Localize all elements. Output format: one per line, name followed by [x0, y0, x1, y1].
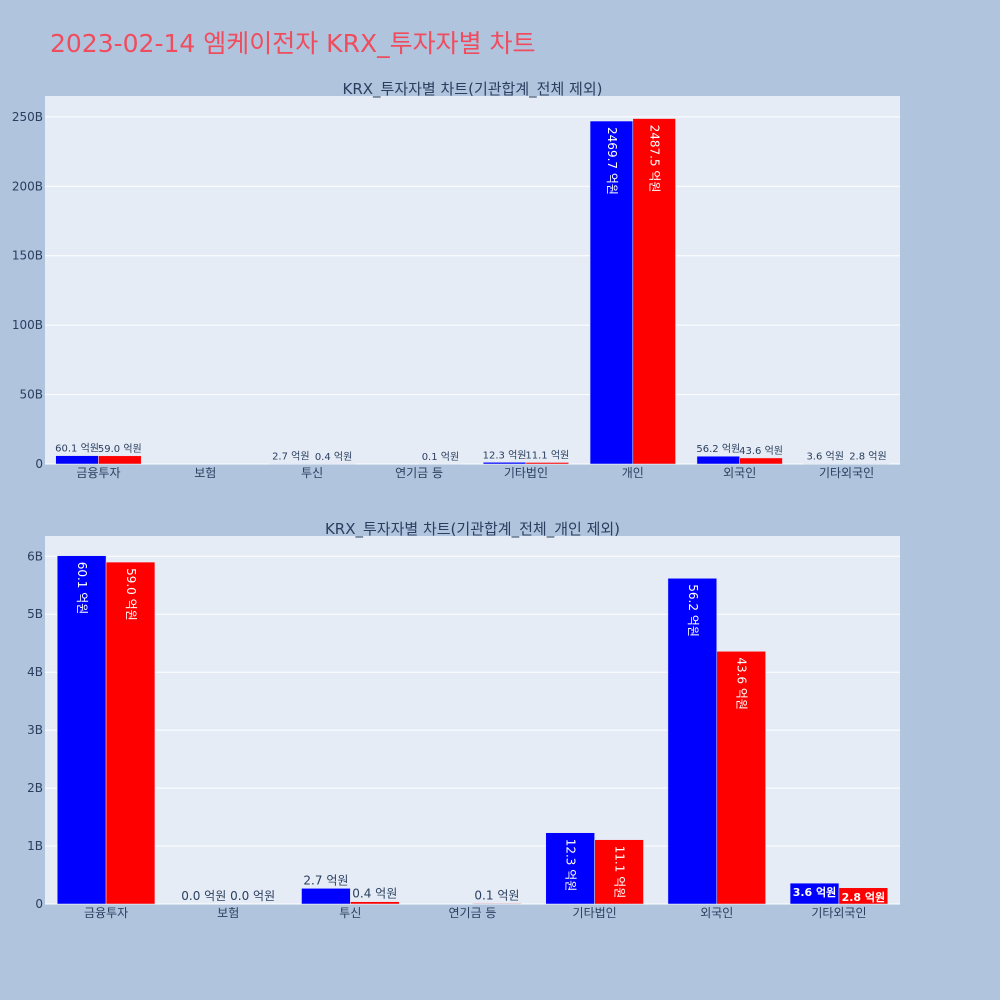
data-label: 43.6 억원: [739, 445, 783, 457]
data-label: 0.1 억원: [474, 888, 519, 902]
data-label: 59.0 억원: [124, 568, 138, 621]
x-tick-label: 연기금 등: [395, 466, 443, 480]
data-label: 56.2 억원: [696, 443, 740, 455]
data-label: 12.3 억원: [483, 449, 527, 461]
bar: [350, 901, 400, 905]
x-tick-label: 투신: [339, 906, 361, 920]
chart-title: KRX_투자자별 차트(기관합계_전체 제외): [343, 80, 603, 99]
y-tick-label: 50B: [19, 388, 43, 402]
x-tick-label: 금융투자: [84, 906, 128, 920]
x-tick-label: 보험: [217, 906, 239, 920]
y-tick-label: 100B: [12, 318, 43, 332]
x-tick-label: 외국인: [700, 906, 733, 920]
bar: [105, 561, 156, 905]
y-tick-label: 150B: [12, 249, 43, 263]
data-label: 59.0 억원: [98, 443, 142, 455]
bar: [301, 888, 351, 905]
y-tick-label: 6B: [27, 549, 43, 563]
bar: [525, 462, 569, 465]
x-tick-label: 기타외국인: [811, 906, 866, 920]
bar: [696, 455, 740, 465]
data-label: 2.8 억원: [842, 890, 886, 904]
y-tick-label: 5B: [27, 607, 43, 621]
plot-background: [45, 536, 900, 904]
data-label: 2.7 억원: [272, 451, 309, 463]
y-tick-label: 0: [35, 897, 43, 911]
bar: [98, 455, 142, 465]
y-tick-label: 0: [35, 457, 43, 471]
data-label: 11.1 억원: [613, 846, 627, 899]
data-label: 11.1 억원: [525, 449, 569, 461]
x-tick-label: 개인: [622, 466, 644, 480]
chart-title: KRX_투자자별 차트(기관합계_전체_개인 제외): [325, 520, 620, 539]
y-tick-label: 4B: [27, 665, 43, 679]
data-label: 0.0 억원: [181, 889, 226, 903]
x-tick-label: 기타법인: [573, 906, 617, 920]
x-tick-label: 기타외국인: [819, 466, 874, 480]
data-label: 0.0 억원: [230, 889, 275, 903]
data-label: 2.8 억원: [849, 451, 886, 463]
bar: [739, 457, 783, 465]
data-label: 60.1 억원: [75, 562, 89, 615]
data-label: 3.6 억원: [806, 451, 843, 463]
chart-panel-1: 0 50B 100B 150B 200B 250B KRX_투자자별 차트(기관합계_전체 …: [12, 80, 900, 480]
x-tick-label: 외국인: [723, 466, 756, 480]
x-tick-label: 투신: [301, 466, 323, 480]
data-label: 60.1 억원: [55, 443, 99, 455]
x-tick-label: 보험: [194, 466, 216, 480]
data-label: 43.6 억원: [735, 657, 749, 710]
y-tick-label: 3B: [27, 723, 43, 737]
data-label: 56.2 억원: [686, 584, 700, 637]
data-label: 2.7 억원: [303, 873, 348, 887]
bar: [667, 578, 718, 905]
y-tick-label: 1B: [27, 839, 43, 853]
data-label: 0.4 억원: [315, 451, 352, 463]
data-label: 12.3 억원: [564, 839, 578, 892]
data-label: 0.1 억원: [422, 451, 459, 463]
bar: [594, 839, 644, 905]
x-tick-label: 금융투자: [76, 466, 120, 480]
data-label: 2469.7 억원: [605, 127, 619, 195]
chart-panel-2: 0 1B 2B 3B 4B 5B 6B KRX_투자자별 차트(기관합계_전체_개인 제외) 금…: [27, 520, 900, 920]
bar: [55, 455, 99, 465]
y-tick-label: 250B: [12, 110, 43, 124]
data-label: 2487.5 억원: [648, 125, 662, 193]
y-tick-label: 200B: [12, 179, 43, 193]
bar: [838, 887, 889, 905]
data-label: 0.4 억원: [352, 887, 397, 901]
page-title: 2023-02-14 엠케이전자 KRX_투자자별 차트: [50, 29, 536, 58]
bar: [632, 118, 676, 465]
bar: [56, 555, 107, 905]
plot-background: [45, 96, 900, 464]
bar: [482, 462, 527, 465]
bar: [716, 651, 766, 905]
x-tick-label: 연기금 등: [449, 906, 497, 920]
y-tick-label: 2B: [27, 781, 43, 795]
bar: [545, 832, 595, 905]
data-label: 3.6 억원: [793, 885, 837, 899]
bar: [472, 903, 522, 905]
x-tick-label: 기타법인: [504, 466, 548, 480]
